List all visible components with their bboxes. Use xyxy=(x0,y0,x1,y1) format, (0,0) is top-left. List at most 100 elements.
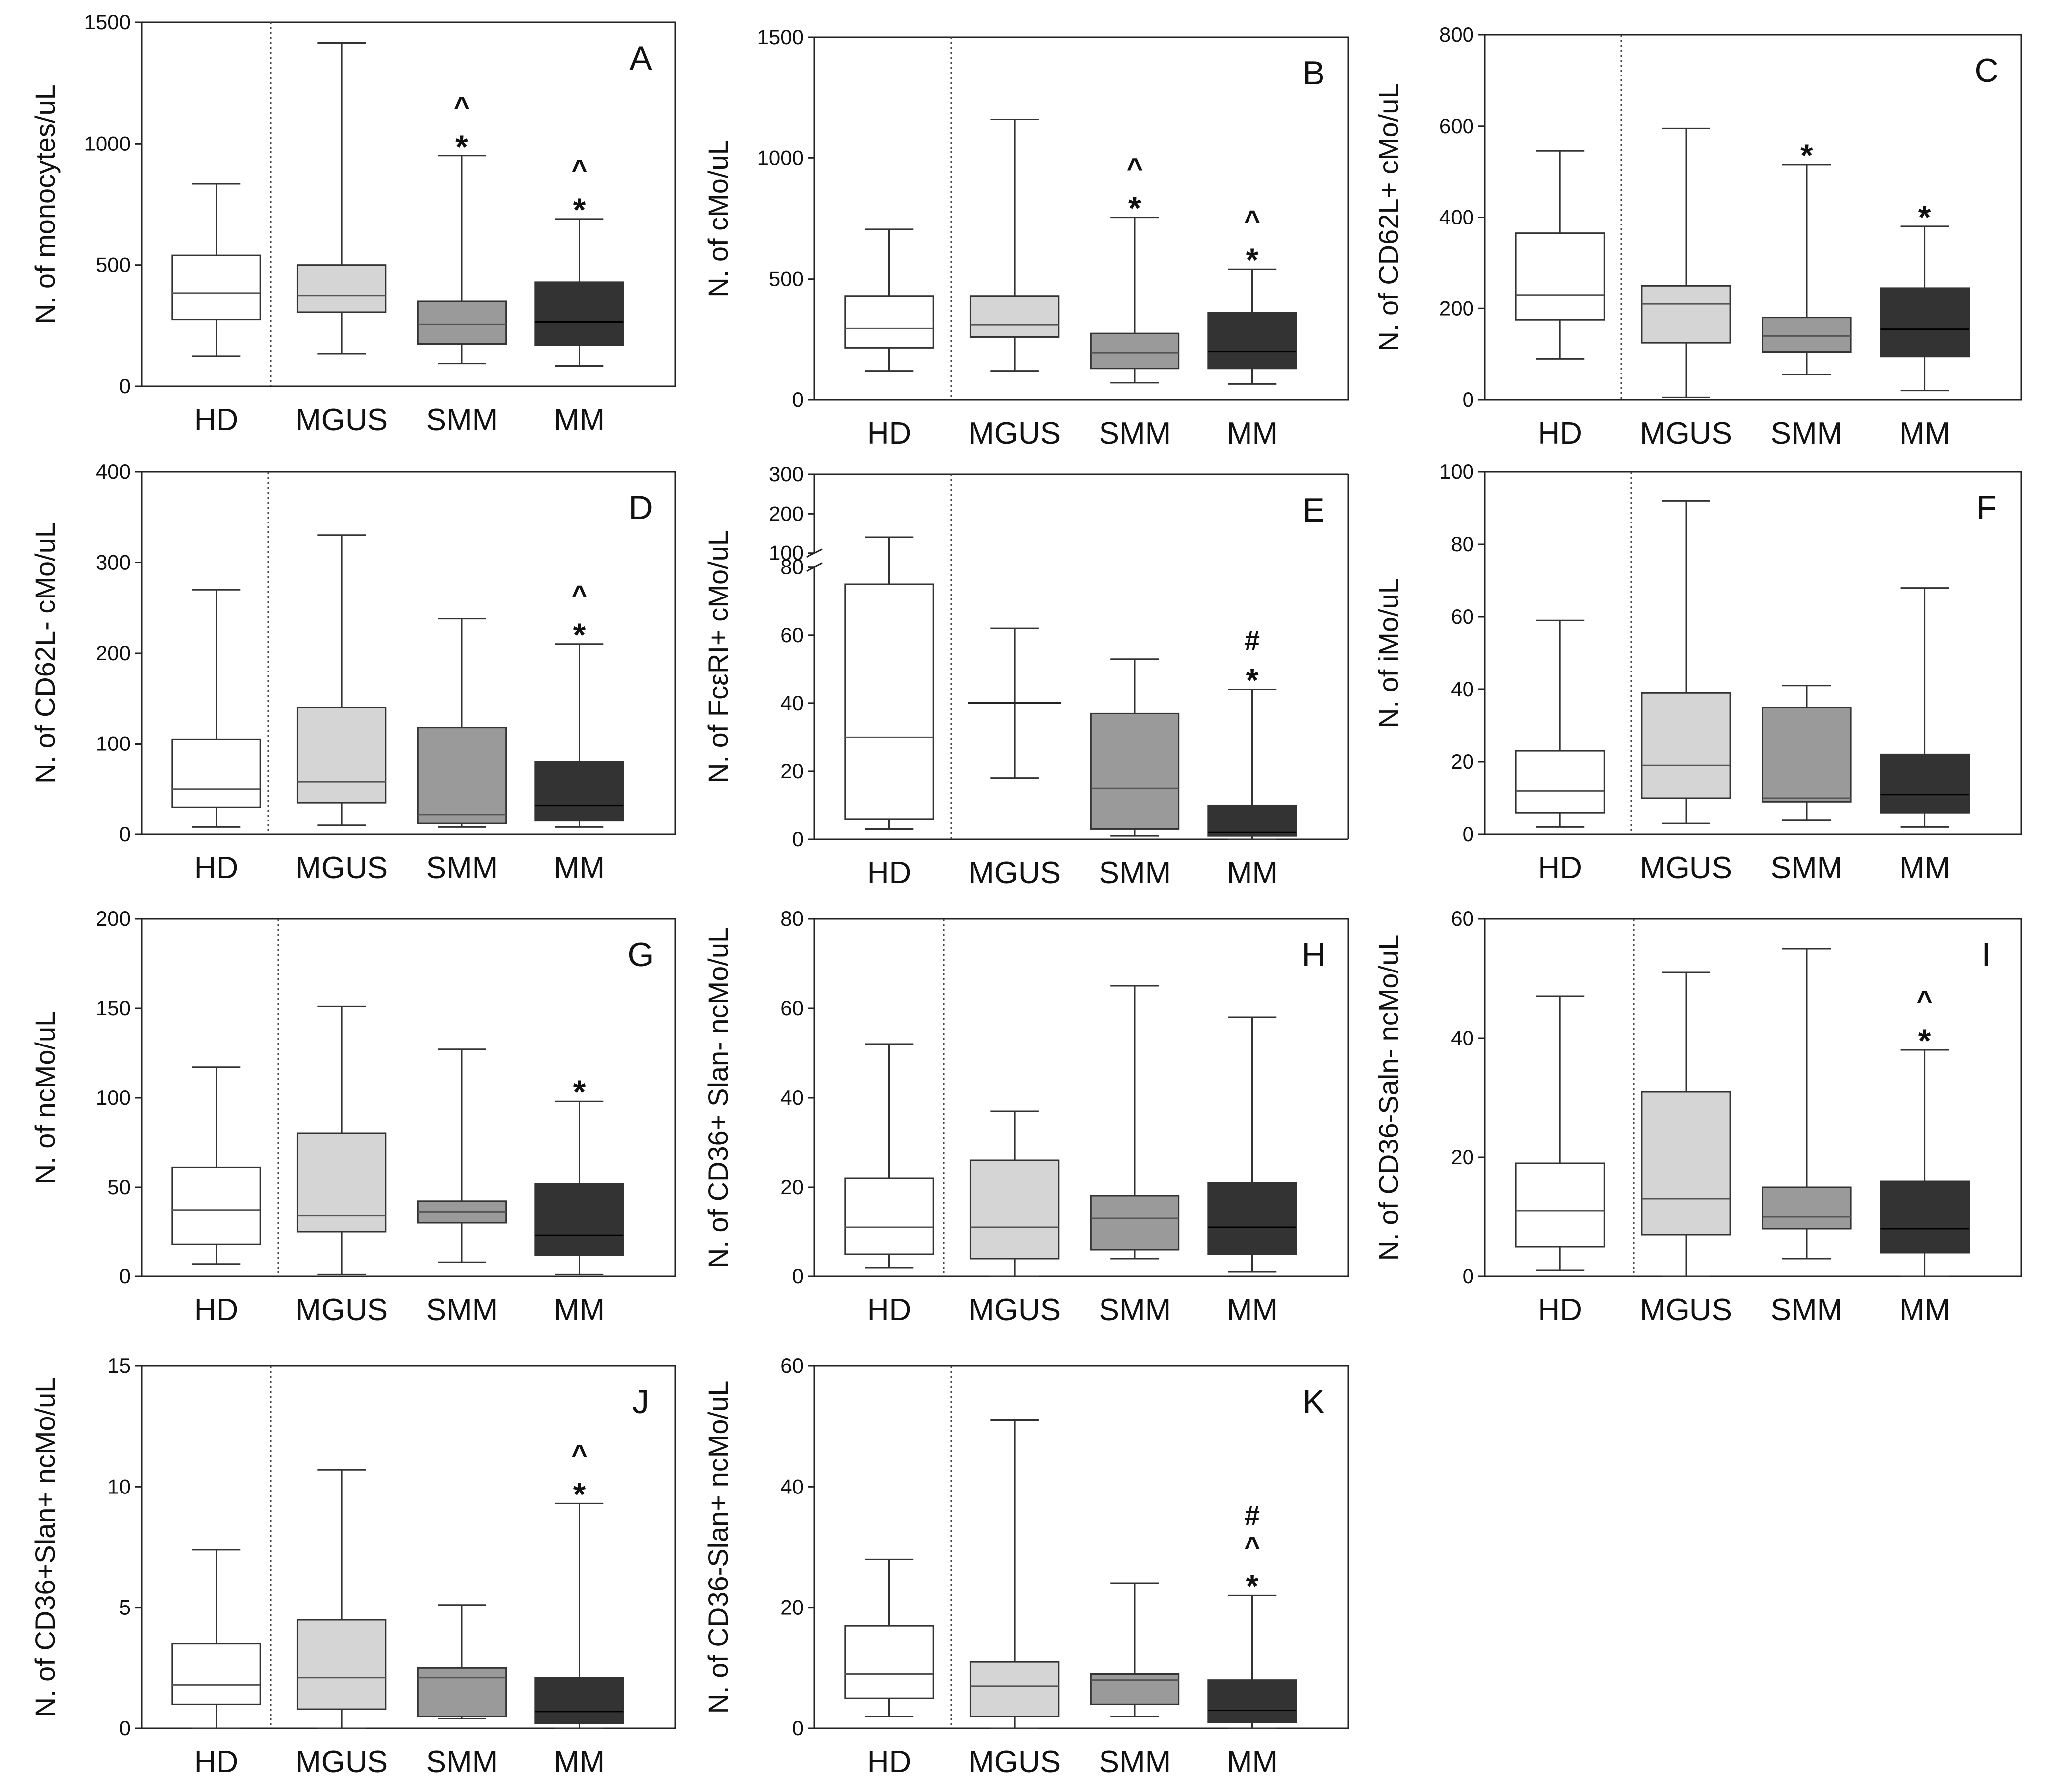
box-iqr xyxy=(296,1132,387,1233)
y-tick-label: 200 xyxy=(1439,297,1474,320)
sig-star: * xyxy=(573,191,586,228)
x-tick-label: MM xyxy=(1227,416,1278,450)
box-hd xyxy=(1515,150,1605,360)
box-mgus xyxy=(296,1005,387,1275)
y-tick-label: 20 xyxy=(780,759,804,783)
y-tick-label: 500 xyxy=(96,253,131,277)
box-mm: *# xyxy=(1207,624,1297,840)
x-tick-label: HD xyxy=(867,1293,912,1327)
x-tick-label: SMM xyxy=(426,403,498,437)
y-axis-label: N. of CD62L+ cMo/uL xyxy=(1373,83,1404,351)
sig-hash: # xyxy=(1245,1499,1260,1531)
box-iqr xyxy=(1762,1186,1852,1230)
box-hd xyxy=(844,1558,934,1717)
y-tick-label: 1000 xyxy=(757,146,804,169)
panel-letter: E xyxy=(1302,491,1324,529)
sig-caret: ^ xyxy=(571,1438,588,1470)
y-tick-label: 150 xyxy=(96,996,131,1020)
box-hd xyxy=(844,536,934,830)
box-iqr xyxy=(1641,692,1731,799)
box-iqr xyxy=(1762,707,1852,803)
y-tick-label: 20 xyxy=(1451,1145,1474,1169)
box-iqr xyxy=(1515,232,1605,321)
plot-frame xyxy=(813,36,1349,401)
plot-frame xyxy=(141,21,676,387)
y-axis-label: N. of FcεRI+ cMo/uL xyxy=(702,530,734,783)
box-smm xyxy=(417,1048,507,1263)
y-tick-label: 0 xyxy=(119,822,131,846)
box-mgus xyxy=(1641,127,1731,398)
y-tick-label: 40 xyxy=(780,691,804,715)
panel-f: 0 20 40 60 80 100 N. of iMo/uL F HD MGUS SMM MM xyxy=(1373,460,2022,885)
box-hd xyxy=(171,589,261,828)
x-tick-label: HD xyxy=(194,851,239,885)
box-hd xyxy=(1515,995,1605,1271)
x-tick-label: MM xyxy=(1227,1293,1278,1327)
y-tick-label: 80 xyxy=(1451,532,1474,556)
box-iqr xyxy=(296,707,387,804)
y-tick-label: 0 xyxy=(119,1265,131,1288)
panel-i: 0 20 40 60 N. of CD36-Saln- ncMo/uL I HD MGUS SM… xyxy=(1373,907,2022,1327)
y-tick-label: 0 xyxy=(792,827,804,851)
panel-d: 0 100 200 300 400 N. of CD62L- cMo/uL D HD MGUS S… xyxy=(29,460,676,885)
box-mm xyxy=(1207,1016,1297,1273)
box-mm xyxy=(1880,587,1970,828)
box-iqr xyxy=(844,1625,934,1699)
x-tick-label: SMM xyxy=(426,1745,498,1779)
x-tick-label: MGUS xyxy=(968,856,1061,890)
panel-letter: J xyxy=(632,1383,649,1420)
box-iqr xyxy=(1880,287,1970,358)
panel-c: 0 200 400 600 800 N. of CD62L+ cMo/uL C HD MGUS *… xyxy=(1373,23,2022,450)
box-iqr xyxy=(1207,1679,1297,1723)
panel-letter: F xyxy=(1976,489,1997,526)
y-tick-label: 100 xyxy=(96,732,131,755)
x-tick-label: SMM xyxy=(1771,416,1843,450)
plot-frame xyxy=(141,1365,676,1729)
sig-star: * xyxy=(1918,1022,1931,1059)
y-axis-label: N. of CD62L- cMo/uL xyxy=(29,523,61,784)
x-tick-label: SMM xyxy=(426,1293,498,1327)
sig-caret: ^ xyxy=(1244,204,1260,235)
box-iqr xyxy=(1762,317,1852,353)
box-mm: * ^# xyxy=(1207,1499,1297,1729)
box-iqr xyxy=(1090,712,1180,830)
box-iqr xyxy=(171,254,261,321)
x-tick-label: HD xyxy=(194,403,239,437)
box-smm: *^ xyxy=(417,91,507,365)
x-tick-label: MM xyxy=(1899,851,1950,885)
y-tick-label: 20 xyxy=(1451,750,1474,773)
box-mm: * xyxy=(534,1073,624,1275)
y-axis-label: N. of cMo/uL xyxy=(702,140,734,297)
y-tick-label: 0 xyxy=(119,374,131,398)
box-iqr xyxy=(534,1183,624,1256)
y-tick-label: 1500 xyxy=(757,25,804,49)
y-axis-label: N. of CD36-Slan+ ncMo/uL xyxy=(702,1381,734,1714)
y-tick-label: 10 xyxy=(107,1475,131,1498)
y-tick-label: 0 xyxy=(1463,1265,1474,1288)
sig-star: * xyxy=(573,1073,586,1110)
panel-letter: I xyxy=(1982,936,1991,973)
y-tick-label: 20 xyxy=(780,1596,804,1619)
box-mgus xyxy=(296,42,387,355)
y-tick-label: 500 xyxy=(769,267,804,291)
sig-caret: ^ xyxy=(1916,985,1933,1016)
y-tick-label: 0 xyxy=(1463,388,1474,411)
panel-k: 0 20 40 60 N. of CD36-Slan+ ncMo/uL K HD MGUS SM… xyxy=(702,1354,1349,1779)
panel-letter: G xyxy=(628,936,654,973)
box-hd xyxy=(171,1549,261,1729)
y-tick-label: 100 xyxy=(769,541,804,565)
sig-caret: ^ xyxy=(454,91,470,122)
y-tick-label: 0 xyxy=(119,1717,131,1740)
sig-star: * xyxy=(1918,199,1931,235)
sig-caret: ^ xyxy=(571,579,588,610)
y-tick-label: 300 xyxy=(769,462,804,486)
x-tick-label: MM xyxy=(554,1745,605,1779)
panel-g: 0 50 100 150 200 N. of ncMo/uL G HD MGUS SMM * MM xyxy=(29,907,676,1327)
x-tick-label: MM xyxy=(1899,416,1950,450)
sig-star: * xyxy=(1800,137,1813,174)
x-tick-label: HD xyxy=(867,416,912,450)
y-tick-label: 80 xyxy=(780,555,804,579)
box-iqr xyxy=(969,1661,1060,1717)
box-iqr xyxy=(844,295,934,349)
